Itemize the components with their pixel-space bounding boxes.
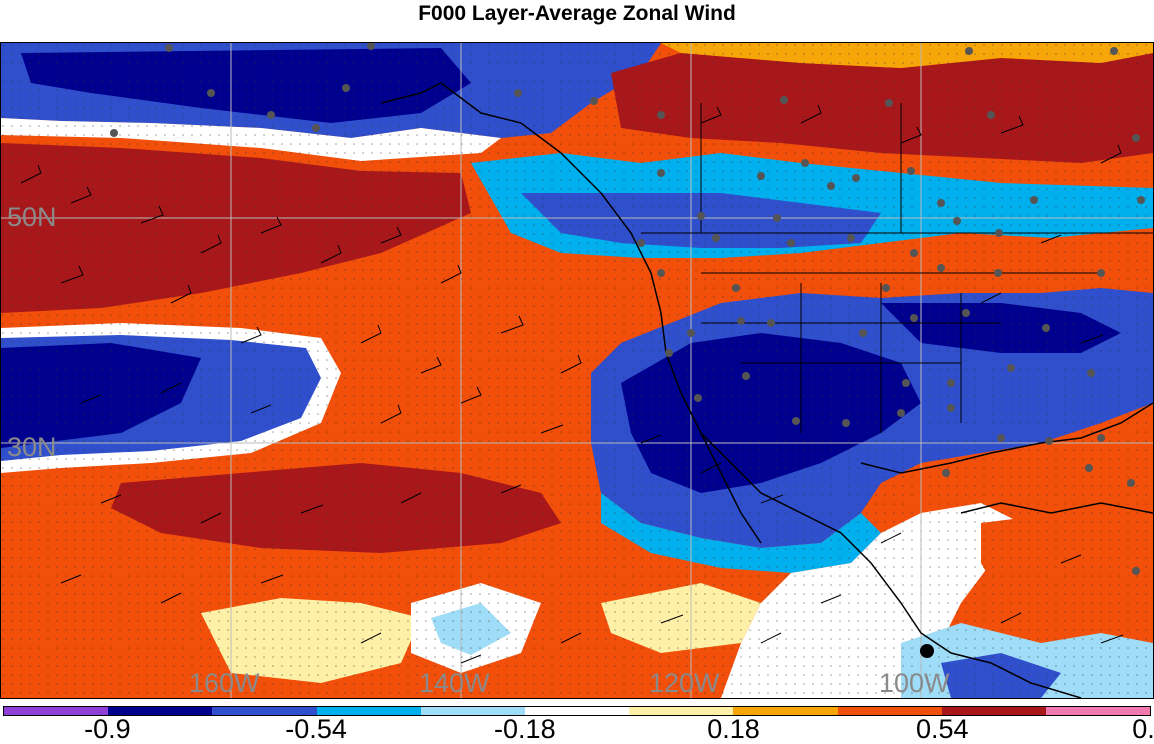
lon-label-160w: 160W xyxy=(189,668,260,698)
wind-map-svg xyxy=(1,43,1153,698)
wind-barbs xyxy=(20,104,1124,664)
marker-large xyxy=(920,644,934,658)
lat-label-30n: 30N xyxy=(7,432,57,462)
colorbar-segment-9 xyxy=(941,707,1046,715)
colorbar-label: 0.9 xyxy=(1132,714,1154,744)
colorbar-segment-3 xyxy=(316,707,421,715)
colorbar-segment-2 xyxy=(212,707,317,715)
colorbar-segment-7 xyxy=(733,707,838,715)
coastlines xyxy=(380,82,1153,698)
graticule xyxy=(1,43,1153,698)
colorbar-segment-6 xyxy=(629,707,734,715)
colorbar-segment-5 xyxy=(524,707,630,715)
stipple-overlay xyxy=(1,43,1153,698)
colorbar-label: 0.18 xyxy=(707,714,760,744)
colorbar-label: -0.18 xyxy=(494,714,556,744)
map-panel: 50N 30N 160W 140W 120W 100W xyxy=(0,42,1154,699)
colorbar-segment-10 xyxy=(1045,707,1151,715)
colorbar-segment-0 xyxy=(4,707,109,715)
colorbar-segment-1 xyxy=(108,707,213,715)
lon-label-100w: 100W xyxy=(879,668,950,698)
lat-label-50n: 50N xyxy=(7,202,57,232)
colorbar-label: -0.9 xyxy=(84,714,131,744)
lon-label-140w: 140W xyxy=(419,668,490,698)
colorbar xyxy=(3,706,1151,716)
colorbar-label: 0.54 xyxy=(915,714,969,744)
station-markers xyxy=(110,43,1145,575)
state-borders xyxy=(641,103,1153,433)
chart-title: F000 Layer-Average Zonal Wind xyxy=(418,2,736,25)
colorbar-segment-8 xyxy=(837,707,942,715)
lon-label-120w: 120W xyxy=(649,668,720,698)
colorbar-label: -0.54 xyxy=(285,714,347,744)
colorbar-segment-4 xyxy=(420,707,525,715)
colorbar-labels: -0.9 -0.54 -0.18 0.18 0.54 0.9 xyxy=(0,716,1154,743)
